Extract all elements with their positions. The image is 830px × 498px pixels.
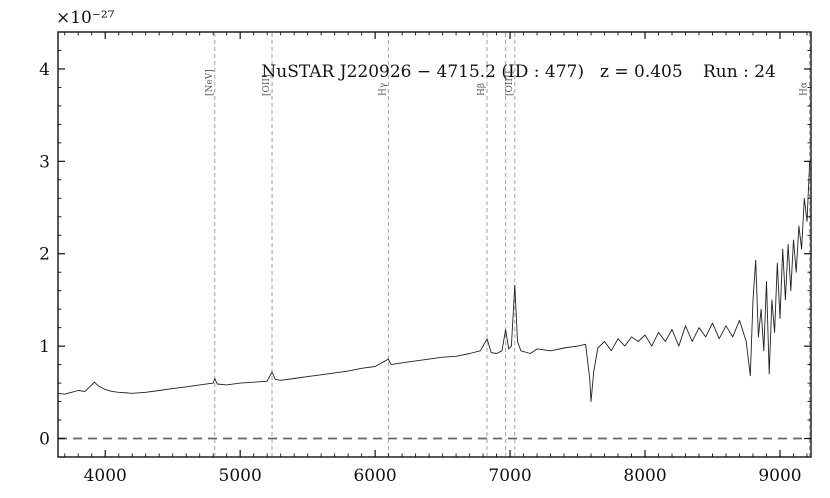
plot-frame <box>57 31 812 458</box>
y-tick-label: 0 <box>39 430 50 450</box>
axes-ticks: 4000 5000 6000 7000 8000 9000 0 1 2 3 4 <box>39 31 811 486</box>
emission-line-label: [OII] <box>262 74 272 96</box>
emission-line-label: Hβ <box>477 83 487 96</box>
plot-area: [NeV] [OII] Hγ Hβ [OIII] Hα <box>57 33 811 456</box>
emission-line-label: [NeV] <box>205 69 215 96</box>
title-run: Run : 24 <box>703 62 776 82</box>
y-tick-label: 2 <box>39 245 50 265</box>
y-exponent: ×10⁻²⁷ <box>56 8 115 28</box>
x-tick-label: 6000 <box>353 466 396 486</box>
emission-line-label: [OIII] <box>505 71 515 96</box>
title-redshift: z = 0.405 <box>600 62 683 82</box>
y-tick-label: 1 <box>39 337 50 357</box>
emission-line-label: Hα <box>800 82 810 96</box>
x-tick-label: 5000 <box>219 466 262 486</box>
title-source: NuSTAR J220926 − 4715.2 (ID : 477) <box>261 62 584 82</box>
spectrum-line <box>57 161 811 403</box>
y-exponent-label: ×10⁻²⁷ <box>56 8 115 28</box>
y-tick-label: 4 <box>39 60 50 80</box>
x-tick-label: 8000 <box>623 466 666 486</box>
chart-title: NuSTAR J220926 − 4715.2 (ID : 477) z = 0… <box>261 62 775 82</box>
x-tick-label: 4000 <box>84 466 127 486</box>
x-tick-label: 9000 <box>758 466 801 486</box>
x-tick-label: 7000 <box>488 466 531 486</box>
emission-line-label: Hγ <box>378 83 388 96</box>
y-tick-label: 3 <box>39 152 50 172</box>
